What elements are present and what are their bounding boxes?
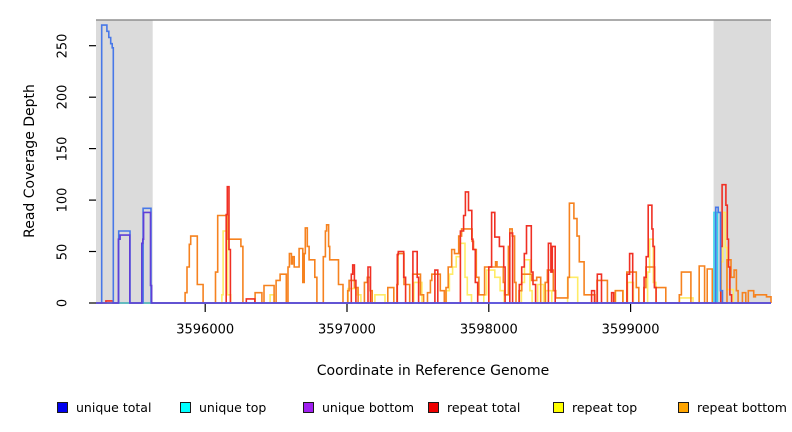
- y-tick-label: 150: [55, 136, 71, 162]
- legend-swatch: [180, 401, 191, 413]
- legend-item: unique top: [180, 398, 266, 416]
- legend-label: unique top: [199, 399, 267, 415]
- x-tick-label: 3596000: [176, 322, 235, 338]
- legend-label: repeat total: [447, 399, 521, 415]
- y-tick-label: 50: [55, 243, 71, 260]
- y-tick-label: 100: [55, 187, 71, 213]
- x-tick-label: 3599000: [601, 322, 660, 338]
- x-tick-label: 3598000: [459, 322, 518, 338]
- legend-swatch: [428, 401, 439, 413]
- legend-label: repeat top: [572, 399, 638, 415]
- x-tick-label: 3597000: [318, 322, 376, 338]
- legend-label: unique total: [76, 399, 152, 415]
- legend-label: repeat bottom: [697, 399, 787, 415]
- legend: unique total unique top unique bottom re…: [0, 398, 792, 418]
- legend-item: unique bottom: [303, 398, 414, 416]
- legend-swatch: [678, 401, 689, 413]
- legend-item: repeat total: [428, 398, 520, 416]
- y-tick-label: 0: [55, 298, 71, 308]
- y-tick-label: 250: [55, 33, 71, 59]
- legend-swatch: [553, 401, 564, 413]
- legend-item: repeat bottom: [678, 398, 787, 416]
- legend-swatch: [57, 401, 68, 413]
- legend-label: unique bottom: [322, 399, 415, 415]
- legend-item: repeat top: [553, 398, 637, 416]
- x-axis-label: Coordinate in Reference Genome: [316, 363, 550, 379]
- legend-swatch: [303, 401, 314, 413]
- legend-item: unique total: [57, 398, 151, 416]
- y-tick-label: 200: [55, 84, 71, 110]
- y-axis-label: Read Coverage Depth: [22, 84, 38, 238]
